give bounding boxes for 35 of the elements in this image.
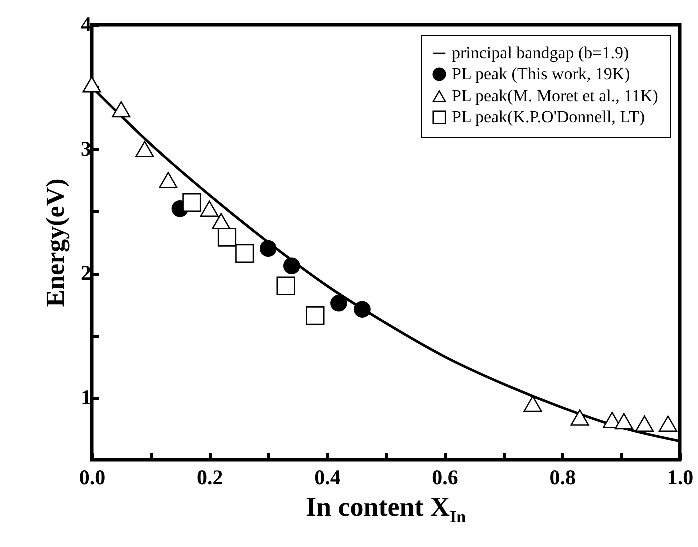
point bbox=[159, 172, 178, 189]
point bbox=[112, 101, 131, 118]
y-tick-label: 4 bbox=[81, 12, 92, 36]
point bbox=[284, 258, 300, 274]
x-tick-label: 0.0 bbox=[79, 466, 106, 490]
point bbox=[614, 413, 634, 430]
point bbox=[182, 193, 202, 212]
point bbox=[236, 244, 254, 263]
point bbox=[260, 240, 277, 258]
legend-label: PL peak(K.P.O'Donnell, LT) bbox=[452, 108, 646, 126]
y-axis-title: Energy(eV) bbox=[41, 178, 70, 308]
point bbox=[136, 141, 154, 158]
x-tick-label: 0.6 bbox=[432, 466, 458, 490]
x-tick-label: 0.8 bbox=[550, 466, 576, 490]
y-tick-label: 1 bbox=[81, 385, 92, 410]
point bbox=[524, 396, 542, 412]
x-axis-title: In content X$_{In}$ bbox=[304, 492, 468, 528]
point bbox=[570, 410, 590, 426]
point bbox=[330, 295, 348, 312]
point bbox=[82, 76, 102, 93]
x-tick-label: 1.0 bbox=[667, 466, 694, 490]
point bbox=[658, 416, 678, 432]
point bbox=[635, 416, 654, 432]
point bbox=[306, 306, 325, 326]
y-tick-label: 2 bbox=[81, 261, 92, 286]
point bbox=[276, 276, 296, 296]
y-tick-label: 3 bbox=[81, 136, 92, 161]
point bbox=[200, 200, 219, 218]
point bbox=[218, 228, 237, 247]
x-tick-label: 0.4 bbox=[314, 466, 342, 490]
x-tick-label: 0.2 bbox=[196, 466, 224, 490]
legend-label: PL peak (This work, 19K) bbox=[452, 64, 630, 84]
legend-label: principal bandgap (b=1.9) bbox=[452, 44, 630, 62]
point bbox=[354, 301, 371, 318]
legend-label: PL peak(M. Moret et al., 11K) bbox=[452, 86, 658, 106]
